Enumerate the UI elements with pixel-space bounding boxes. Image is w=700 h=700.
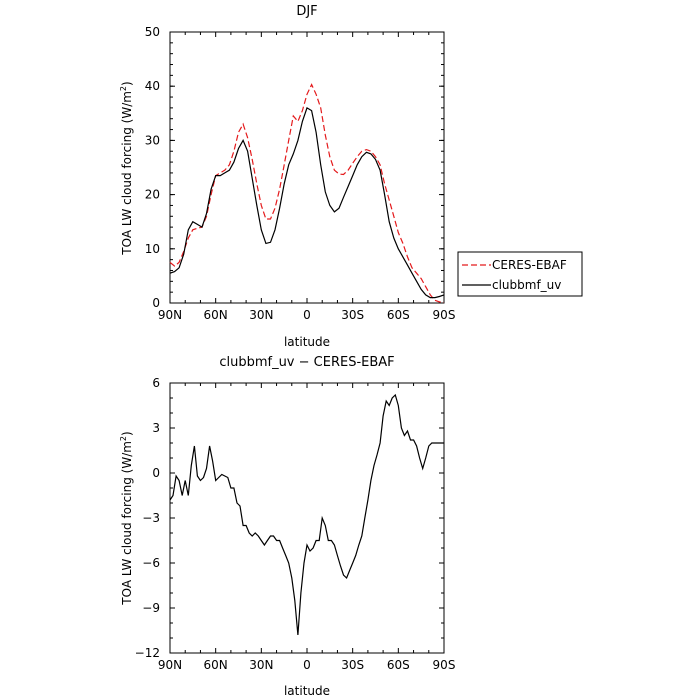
x-tick-label: 90S xyxy=(433,658,456,672)
y-tick-label: 6 xyxy=(152,376,160,390)
x-axis-label: latitude xyxy=(284,335,330,349)
legend-label-ceres-ebaf: CERES-EBAF xyxy=(492,258,567,272)
series-line-clubbmf-uv xyxy=(169,107,445,299)
x-tick-label: 60N xyxy=(204,658,228,672)
panel-djf: DJF 90N 60N 30N 0 30S 60S 90S 0 10 20 30 40 50 latit… xyxy=(119,4,583,349)
y-tick-label: 30 xyxy=(145,133,160,147)
x-tick-label: 90N xyxy=(158,308,182,322)
chart-title-difference: clubbmf_uv − CERES-EBAF xyxy=(219,355,394,370)
x-tick-label: 30N xyxy=(249,308,273,322)
y-tick-label: −12 xyxy=(135,646,160,660)
chart-title: DJF xyxy=(296,4,317,19)
y-axis-label-difference: TOA LW cloud forcing (W/m2) xyxy=(119,431,134,605)
x-tick-label: 60S xyxy=(387,658,410,672)
y-tick-label: 0 xyxy=(152,466,160,480)
y-tick-label: 40 xyxy=(145,79,160,93)
ticks-bottom: 90N 60N 30N 0 30S 60S 90S −12 −9 −6 −3 0 3 6 xyxy=(135,376,456,672)
series-layer-bottom xyxy=(169,393,444,636)
y-tick-label: 0 xyxy=(152,296,160,310)
x-tick-label: 60S xyxy=(387,308,410,322)
y-tick-label: 20 xyxy=(145,188,160,202)
panel-difference: clubbmf_uv − CERES-EBAF 90N 60N 30N 0 30S 60S… xyxy=(119,355,455,698)
y-tick-label: −9 xyxy=(142,601,160,615)
x-tick-label: 90S xyxy=(433,308,456,322)
ticks-top: 90N 60N 30N 0 30S 60S 90S 0 10 20 30 40 50 xyxy=(145,25,456,322)
x-tick-label: 30S xyxy=(341,308,364,322)
y-tick-label: −6 xyxy=(142,556,160,570)
x-tick-label: 0 xyxy=(303,308,311,322)
y-axis-label: TOA LW cloud forcing (W/m2) xyxy=(119,81,134,255)
legend-label-clubbmf-uv: clubbmf_uv xyxy=(492,278,561,292)
y-tick-label: 3 xyxy=(152,421,160,435)
y-tick-label: 50 xyxy=(145,25,160,39)
x-axis-label-difference: latitude xyxy=(284,684,330,698)
legend: CERES-EBAF clubbmf_uv xyxy=(457,251,583,297)
x-tick-label: 30N xyxy=(249,658,273,672)
y-tick-label: 10 xyxy=(145,242,160,256)
legend-box xyxy=(457,251,583,297)
plot-area-top xyxy=(169,31,445,304)
y-tick-label: −3 xyxy=(142,511,160,525)
series-line-ceres-ebaf xyxy=(169,83,445,304)
plot-area-bottom xyxy=(169,382,445,654)
x-tick-label: 30S xyxy=(341,658,364,672)
x-tick-label: 60N xyxy=(204,308,228,322)
series-line-panel-1-series-0 xyxy=(169,393,444,636)
series-layer-top xyxy=(169,83,445,304)
x-tick-label: 0 xyxy=(303,658,311,672)
x-tick-label: 90N xyxy=(158,658,182,672)
